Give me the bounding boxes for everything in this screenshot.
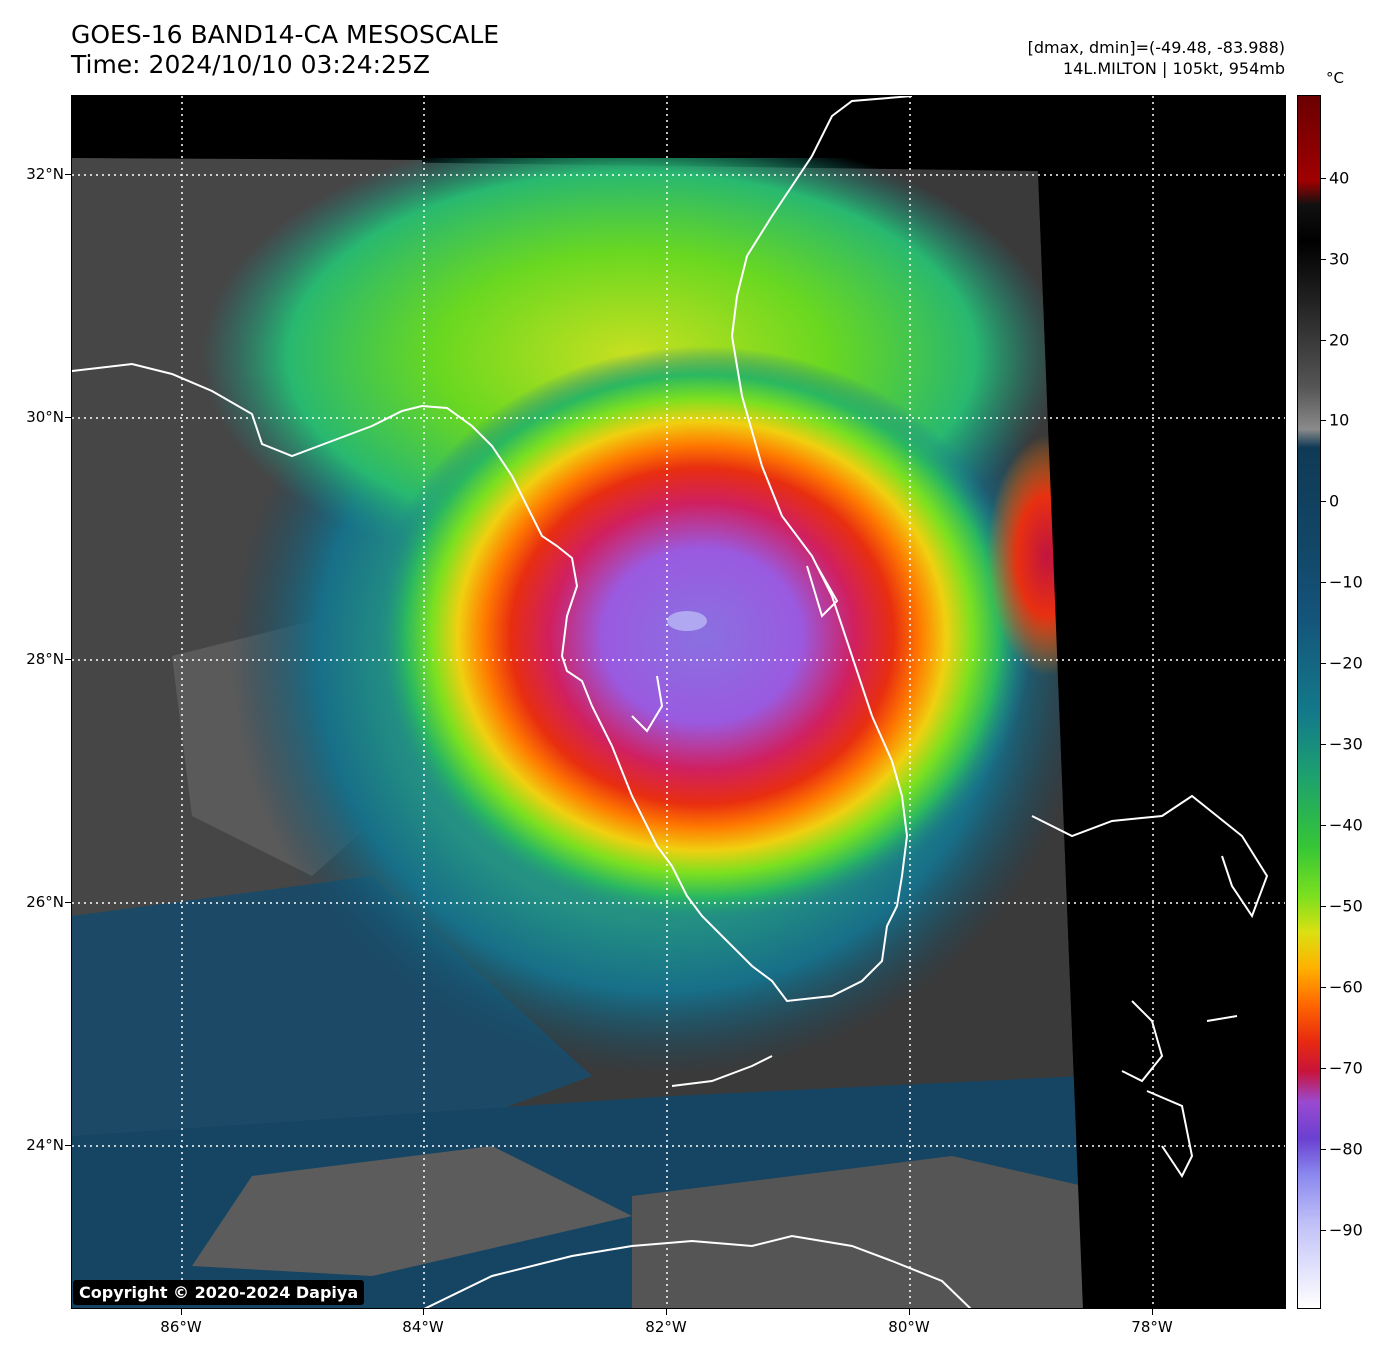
colorbar-tick	[1321, 420, 1326, 421]
lon-label-86w: 86°W	[160, 1318, 202, 1336]
figure-title: GOES-16 BAND14-CA MESOSCALE Time: 2024/1…	[71, 20, 499, 80]
satellite-map	[71, 95, 1286, 1309]
colorbar-label: −80	[1329, 1139, 1363, 1159]
colorbar-tick	[1321, 259, 1326, 260]
lon-label-84w: 84°W	[402, 1318, 444, 1336]
colorbar-label: −90	[1329, 1220, 1363, 1240]
colorbar-label: −60	[1329, 977, 1363, 997]
lat-tick	[65, 174, 71, 175]
lat-label-24n: 24°N	[26, 1136, 64, 1154]
colorbar-unit: °C	[1326, 69, 1344, 87]
lat-label-32n: 32°N	[26, 165, 64, 183]
colorbar-tick	[1321, 1230, 1326, 1231]
gridlines	[72, 96, 1285, 1308]
lat-tick	[65, 902, 71, 903]
lon-label-78w: 78°W	[1131, 1318, 1173, 1336]
colorbar-tick	[1321, 825, 1326, 826]
lat-label-26n: 26°N	[26, 893, 64, 911]
colorbar-label: 10	[1329, 410, 1350, 430]
colorbar-label: −50	[1329, 896, 1363, 916]
colorbar-tick	[1321, 663, 1326, 664]
lat-tick	[65, 659, 71, 660]
colorbar-label: −20	[1329, 653, 1363, 673]
lon-tick	[1152, 1309, 1153, 1315]
title-line-2: Time: 2024/10/10 03:24:25Z	[71, 50, 430, 79]
colorbar-label: −70	[1329, 1058, 1363, 1078]
colorbar-label: 20	[1329, 330, 1350, 350]
colorbar	[1297, 95, 1321, 1309]
colorbar-tick	[1321, 582, 1326, 583]
lon-label-80w: 80°W	[888, 1318, 930, 1336]
colorbar-label: −10	[1329, 572, 1363, 592]
lon-tick	[423, 1309, 424, 1315]
colorbar-tick	[1321, 744, 1326, 745]
lat-tick	[65, 417, 71, 418]
colorbar-tick	[1321, 1068, 1326, 1069]
colorbar-tick	[1321, 501, 1326, 502]
colorbar-tick	[1321, 340, 1326, 341]
lat-label-28n: 28°N	[26, 650, 64, 668]
colorbar-label: 30	[1329, 249, 1350, 269]
colorbar-label: 0	[1329, 491, 1340, 511]
colorbar-tick	[1321, 1149, 1326, 1150]
colorbar-label: 40	[1329, 168, 1350, 188]
storm-info: [dmax, dmin]=(-49.48, -83.988) 14L.MILTO…	[1028, 37, 1285, 79]
lat-label-30n: 30°N	[26, 408, 64, 426]
colorbar-label: −30	[1329, 734, 1363, 754]
colorbar-tick	[1321, 178, 1326, 179]
colorbar-tick	[1321, 987, 1326, 988]
lon-label-82w: 82°W	[645, 1318, 687, 1336]
copyright-label: Copyright © 2020-2024 Dapiya	[73, 1280, 365, 1305]
title-line-1: GOES-16 BAND14-CA MESOSCALE	[71, 20, 500, 49]
storm-text: 14L.MILTON | 105kt, 954mb	[1062, 59, 1285, 78]
lat-tick	[65, 1145, 71, 1146]
satellite-imagery	[72, 96, 1285, 1308]
lon-tick	[181, 1309, 182, 1315]
range-text: [dmax, dmin]=(-49.48, -83.988)	[1027, 38, 1285, 57]
lon-tick	[666, 1309, 667, 1315]
colorbar-label: −40	[1329, 815, 1363, 835]
lon-tick	[909, 1309, 910, 1315]
coastlines	[72, 96, 1269, 1308]
colorbar-tick	[1321, 906, 1326, 907]
